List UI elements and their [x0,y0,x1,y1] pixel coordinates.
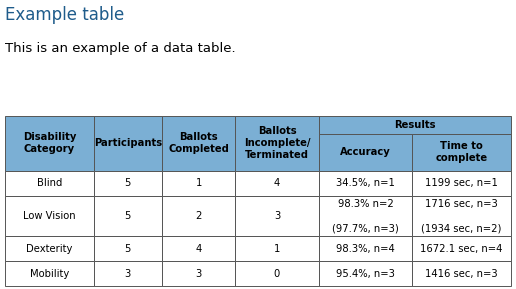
Text: 3: 3 [196,269,202,279]
Bar [162,171,235,196]
Bar [235,196,319,236]
Text: 1199 sec, n=1: 1199 sec, n=1 [425,178,498,188]
Text: 3: 3 [274,211,280,221]
Text: 1672.1 sec, n=4: 1672.1 sec, n=4 [421,244,503,254]
Bar [5,261,94,286]
Text: Results: Results [394,120,436,130]
Text: 2: 2 [196,211,202,221]
Bar [412,171,511,196]
Bar [235,261,319,286]
Bar [412,134,511,171]
Text: 5: 5 [124,244,131,254]
Text: Time to
complete: Time to complete [436,142,488,164]
Bar [235,116,319,171]
Text: Participants: Participants [94,138,162,148]
Bar [162,236,235,261]
Bar [412,236,511,261]
Bar [5,171,94,196]
Text: 5: 5 [124,178,131,188]
Bar [235,236,319,261]
Text: 1: 1 [196,178,202,188]
Bar [94,196,162,236]
Bar [319,236,412,261]
Text: 1: 1 [274,244,280,254]
Text: Ballots
Incomplete/
Terminated: Ballots Incomplete/ Terminated [244,126,310,160]
Bar [94,236,162,261]
Bar [319,116,511,134]
Bar [162,116,235,171]
Bar [319,196,412,236]
Bar [5,236,94,261]
Bar [5,196,94,236]
Text: 98.3% n=2

(97.7%, n=3): 98.3% n=2 (97.7%, n=3) [332,199,399,233]
Text: This is an example of a data table.: This is an example of a data table. [5,42,236,55]
Bar [94,116,162,171]
Text: 0: 0 [274,269,280,279]
Bar [319,134,412,171]
Bar [319,261,412,286]
Bar [162,196,235,236]
Text: 34.5%, n=1: 34.5%, n=1 [336,178,395,188]
Bar [162,261,235,286]
Text: Accuracy: Accuracy [340,147,391,158]
Text: 4: 4 [196,244,202,254]
Text: 3: 3 [125,269,131,279]
Text: 95.4%, n=3: 95.4%, n=3 [336,269,395,279]
Text: Low Vision: Low Vision [23,211,76,221]
Bar [94,171,162,196]
Bar [235,171,319,196]
Text: Dexterity: Dexterity [26,244,73,254]
Text: 98.3%, n=4: 98.3%, n=4 [336,244,395,254]
Text: 1416 sec, n=3: 1416 sec, n=3 [425,269,498,279]
Text: Example table: Example table [5,6,124,24]
Text: 1716 sec, n=3

(1934 sec, n=2): 1716 sec, n=3 (1934 sec, n=2) [422,199,502,233]
Bar [412,196,511,236]
Text: 5: 5 [124,211,131,221]
Text: Disability
Category: Disability Category [23,132,76,154]
Bar [319,171,412,196]
Text: Mobility: Mobility [30,269,69,279]
Text: Ballots
Completed: Ballots Completed [168,132,229,154]
Bar [5,116,94,171]
Bar [94,261,162,286]
Text: Blind: Blind [37,178,62,188]
Bar [412,261,511,286]
Text: 4: 4 [274,178,280,188]
